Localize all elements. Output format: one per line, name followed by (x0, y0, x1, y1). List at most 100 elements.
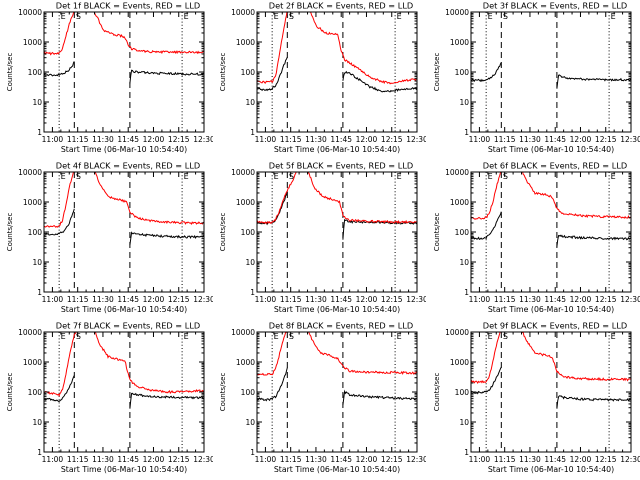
x-tick-label: 11:45 (544, 295, 566, 304)
x-axis-label: Start Time (06-Mar-10 10:54:40) (274, 145, 400, 154)
events-series-line (129, 69, 204, 84)
marker-label: E (61, 332, 66, 341)
y-tick-label: 1 (37, 288, 42, 297)
x-tick-label: 11:30 (519, 295, 541, 304)
x-tick-label: 11:45 (117, 455, 139, 464)
events-series-line (556, 234, 631, 247)
x-axis-label: Start Time (06-Mar-10 10:54:40) (274, 305, 400, 314)
x-tick-label: 12:30 (406, 455, 426, 464)
lld-series-line (44, 12, 75, 56)
lld-series-line (471, 332, 501, 384)
panel-title: Det 9f BLACK = Events, RED = LLD (483, 321, 627, 331)
y-tick-label: 1 (464, 448, 469, 457)
y-tick-label: 10000 (445, 8, 469, 17)
x-tick-label: 11:00 (255, 455, 277, 464)
marker-label: E (611, 332, 616, 341)
plot-frame (470, 171, 632, 293)
lld-series-line (93, 12, 204, 55)
marker-label: E (274, 172, 279, 181)
marker-label: S (289, 332, 294, 341)
y-tick-label: 10 (245, 418, 255, 427)
events-series-line (44, 208, 75, 236)
panel-title: Det 1f BLACK = Events, RED = LLD (56, 1, 200, 11)
x-tick-label: 12:30 (193, 135, 213, 144)
y-tick-label: 10000 (231, 328, 255, 337)
x-tick-label: 11:45 (330, 455, 352, 464)
y-tick-label: 1000 (450, 358, 469, 367)
y-tick-label: 10 (32, 258, 42, 267)
plot-area (44, 172, 204, 292)
plot-area (257, 172, 417, 292)
x-tick-label: 11:00 (42, 295, 64, 304)
x-tick-label: 12:00 (356, 455, 378, 464)
x-tick-label: 12:00 (356, 135, 378, 144)
x-tick-label: 12:00 (143, 135, 165, 144)
lld-series-line (471, 172, 502, 220)
x-tick-label: 12:30 (193, 295, 213, 304)
x-tick-label: 12:15 (595, 455, 617, 464)
x-tick-label: 11:30 (519, 135, 541, 144)
x-tick-label: 11:00 (469, 295, 491, 304)
plot-frame (43, 171, 205, 293)
x-axis-label: Start Time (06-Mar-10 10:54:40) (488, 145, 614, 154)
x-tick-label: 11:00 (469, 455, 491, 464)
events-series-line (44, 61, 75, 77)
y-axis-label: Counts/sec (219, 373, 227, 412)
x-tick-label: 11:00 (255, 295, 277, 304)
x-tick-label: 11:45 (330, 135, 352, 144)
marker-label: E (488, 332, 493, 341)
x-axis-label: Start Time (06-Mar-10 10:54:40) (61, 145, 187, 154)
x-tick-label: 11:15 (494, 455, 516, 464)
y-tick-label: 1000 (450, 198, 469, 207)
x-tick-label: 12:15 (381, 455, 403, 464)
marker-label: E (274, 12, 279, 21)
plot-area (471, 172, 631, 292)
events-series-line (471, 62, 502, 83)
y-tick-label: 1 (464, 128, 469, 137)
x-tick-label: 11:45 (544, 135, 566, 144)
x-tick-label: 11:30 (92, 295, 114, 304)
x-tick-label: 12:00 (570, 135, 592, 144)
x-tick-label: 11:00 (469, 135, 491, 144)
y-tick-label: 100 (241, 228, 256, 237)
panel-title: Det 8f BLACK = Events, RED = LLD (269, 321, 413, 331)
y-tick-label: 10000 (18, 8, 42, 17)
plot-area (44, 12, 204, 132)
marker-label: S (503, 172, 508, 181)
x-tick-label: 11:15 (67, 295, 89, 304)
lld-series-line (521, 332, 631, 382)
y-tick-label: 1 (250, 288, 255, 297)
x-tick-label: 12:30 (406, 135, 426, 144)
plot-frame (470, 11, 632, 133)
y-axis-label: Counts/sec (433, 53, 441, 92)
y-tick-label: 100 (455, 68, 470, 77)
marker-label: E (184, 172, 189, 181)
x-tick-label: 12:15 (595, 295, 617, 304)
y-tick-label: 100 (28, 68, 43, 77)
x-tick-label: 11:45 (544, 455, 566, 464)
x-tick-label: 12:30 (620, 135, 640, 144)
y-tick-label: 1 (250, 448, 255, 457)
lld-series-line (522, 172, 631, 219)
x-tick-label: 12:15 (168, 135, 190, 144)
x-tick-label: 11:45 (330, 295, 352, 304)
x-tick-label: 12:00 (570, 295, 592, 304)
x-tick-label: 11:00 (255, 135, 277, 144)
x-tick-label: 12:30 (406, 295, 426, 304)
marker-label: E (274, 332, 279, 341)
plot-area (44, 332, 204, 452)
marker-label: S (76, 172, 81, 181)
y-tick-label: 1 (37, 128, 42, 137)
marker-label: S (76, 12, 81, 21)
lld-series-line (257, 12, 288, 84)
lld-series-line (309, 12, 417, 85)
x-axis-label: Start Time (06-Mar-10 10:54:40) (61, 465, 187, 474)
x-axis-label: Start Time (06-Mar-10 10:54:40) (61, 305, 187, 314)
y-tick-label: 1000 (236, 38, 255, 47)
